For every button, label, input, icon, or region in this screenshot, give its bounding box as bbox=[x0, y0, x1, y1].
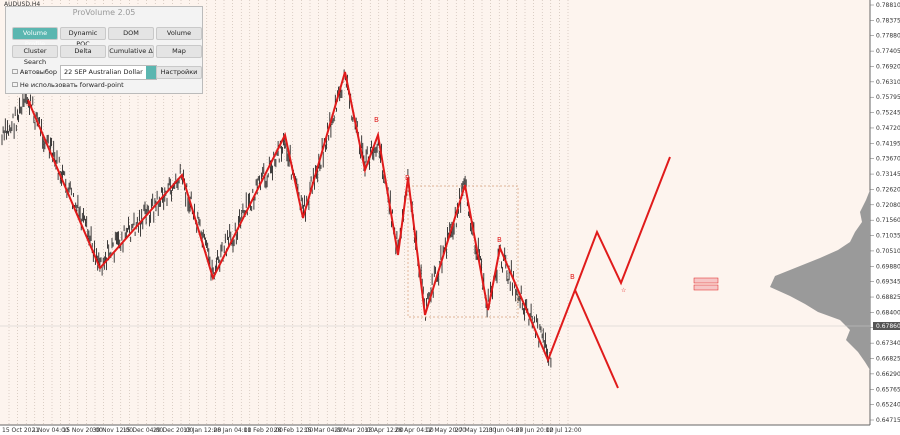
price-label: 0.77405 bbox=[876, 48, 900, 55]
time-label: 27 Jun 20:00 bbox=[515, 427, 553, 434]
time-label: 28 Jan 04:00 bbox=[213, 427, 251, 434]
time-label: 29 Mar 20:00 bbox=[334, 427, 374, 434]
time-label: 12 May 20:00 bbox=[425, 427, 466, 434]
price-label: 0.69345 bbox=[876, 279, 900, 286]
tool-button[interactable]: Delta bbox=[60, 45, 106, 58]
time-label: 13 Apr 12:00 bbox=[364, 427, 403, 434]
auto-select[interactable]: ☐ Автовыбор bbox=[12, 68, 58, 76]
price-label: 0.71560 bbox=[876, 217, 900, 224]
current-price: 0.67860 bbox=[876, 323, 900, 330]
tool-button[interactable]: Map bbox=[156, 45, 202, 58]
price-label: 0.75795 bbox=[876, 94, 900, 101]
price-label: 0.78375 bbox=[876, 17, 900, 24]
price-label: 0.77880 bbox=[876, 33, 900, 40]
price-label: 0.64715 bbox=[876, 417, 900, 424]
zigzag bbox=[27, 71, 671, 363]
time-label: 11 Feb 20:00 bbox=[244, 427, 284, 434]
wave-label: B bbox=[27, 100, 32, 108]
price-label: 0.66290 bbox=[876, 371, 900, 378]
range-box bbox=[407, 185, 519, 318]
current-price-box bbox=[873, 322, 900, 330]
price-label: 0.67340 bbox=[876, 340, 900, 347]
price-label: 0.72620 bbox=[876, 186, 900, 193]
star: ☆ bbox=[621, 287, 626, 294]
price-label: 0.73670 bbox=[876, 156, 900, 163]
tool-button[interactable]: Volume bbox=[156, 27, 202, 40]
time-label: 29 Dec 20:00 bbox=[153, 427, 194, 434]
price-label: 0.71035 bbox=[876, 233, 900, 240]
price-label: 0.72080 bbox=[876, 202, 900, 209]
forward-point-label: Не использовать forward-point bbox=[19, 81, 124, 89]
wave-label: B bbox=[405, 174, 410, 182]
time-label: 1 Nov 04:00 bbox=[32, 427, 69, 434]
price-label: 0.78810 bbox=[876, 2, 900, 9]
wave-label: B bbox=[570, 273, 575, 281]
instrument-select[interactable]: 22 SEP Australian Dollar bbox=[60, 65, 157, 80]
time-label: 12 Jul 12:00 bbox=[546, 427, 582, 434]
time-label: 30 Nov 12:00 bbox=[93, 427, 134, 434]
time-label: 13 Jan 12:00 bbox=[183, 427, 221, 434]
time-label: 15 Dec 04:00 bbox=[123, 427, 164, 434]
instrument: 22 SEP Australian Dollar bbox=[64, 68, 143, 76]
price-label: 0.69880 bbox=[876, 263, 900, 270]
price-label: 0.65240 bbox=[876, 402, 900, 409]
wave-label: B bbox=[374, 116, 379, 124]
time-label: 13 Jun 04:00 bbox=[485, 427, 523, 434]
price-label: 0.66825 bbox=[876, 356, 900, 363]
time-label: 27 May 12:00 bbox=[455, 427, 496, 434]
symbol: AUDUSD,H4 bbox=[4, 1, 40, 8]
time-label: 15 Oct 2021 bbox=[2, 427, 39, 434]
volume-profile bbox=[770, 190, 870, 370]
price-label: 0.68400 bbox=[876, 309, 900, 316]
price-label: 0.75245 bbox=[876, 110, 900, 117]
projection bbox=[574, 289, 619, 389]
price-label: 0.65765 bbox=[876, 386, 900, 393]
auto-select-label: Автовыбор bbox=[19, 68, 58, 76]
provolume-panel: ProVolume 2.05 Volume Profile Dynamic POC… bbox=[5, 6, 203, 94]
forward-point[interactable]: ☐ Не использовать forward-point bbox=[12, 81, 124, 89]
level-box bbox=[693, 284, 719, 291]
wave-label: B bbox=[497, 236, 502, 244]
price-label: 0.74195 bbox=[876, 140, 900, 147]
price-label: 0.76310 bbox=[876, 79, 900, 86]
time-label: 28 Apr 04:00 bbox=[395, 427, 434, 434]
price-label: 0.76920 bbox=[876, 63, 900, 70]
price-axis bbox=[870, 0, 900, 435]
price-label: 0.70510 bbox=[876, 248, 900, 255]
price-label: 0.74720 bbox=[876, 125, 900, 132]
price-label: 0.73145 bbox=[876, 171, 900, 178]
tool-button[interactable]: Cumulative Δ bbox=[108, 45, 154, 58]
panel-title: ProVolume 2.05 bbox=[72, 8, 136, 17]
price-label: 0.68825 bbox=[876, 294, 900, 301]
time-label: 15 Mar 04:00 bbox=[304, 427, 344, 434]
tool-button[interactable]: Volume Profile bbox=[12, 27, 58, 48]
level-box bbox=[693, 277, 719, 284]
tool-button[interactable]: Cluster Search bbox=[12, 45, 58, 66]
time-label: 28 Feb 12:00 bbox=[274, 427, 314, 434]
time-label: 15 Nov 20:00 bbox=[62, 427, 103, 434]
tool-button[interactable]: DOM bbox=[108, 27, 154, 40]
tool-button[interactable]: Dynamic POC bbox=[60, 27, 106, 48]
settings-button[interactable]: Настройки bbox=[156, 66, 202, 79]
